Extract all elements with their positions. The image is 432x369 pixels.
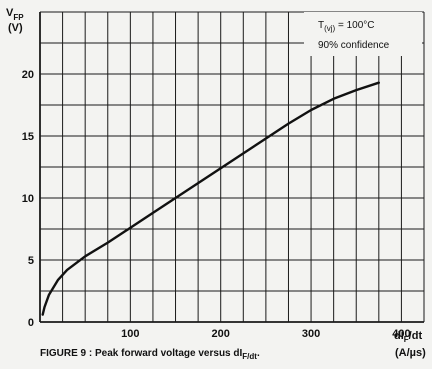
figure-caption-main: FIGURE 9 : Peak forward voltage versus d… bbox=[40, 348, 243, 359]
y-tick-label: 20 bbox=[22, 69, 34, 81]
figure-caption-tail: . bbox=[257, 348, 260, 359]
x-axis-unit: (A/µs) bbox=[395, 347, 426, 359]
figure-caption-sub: F/dt bbox=[242, 352, 257, 361]
x-tick-label: 200 bbox=[212, 328, 230, 340]
y-axis-title-main: V bbox=[6, 7, 14, 19]
y-axis-title: VFP bbox=[6, 7, 24, 22]
x-axis-title: dIF/dt bbox=[394, 330, 422, 344]
figure-caption: FIGURE 9 : Peak forward voltage versus d… bbox=[40, 348, 260, 361]
y-tick-label: 5 bbox=[28, 255, 34, 267]
data-series bbox=[41, 81, 380, 316]
y-tick-label: 10 bbox=[22, 193, 34, 205]
series-line bbox=[41, 81, 380, 316]
tick-labels: 100 200 300 400 0 5 10 15 20 bbox=[22, 69, 411, 340]
annotation-condition-sub: (vj) bbox=[324, 24, 335, 33]
y-axis-unit: (V) bbox=[8, 22, 23, 34]
x-tick-label: 400 bbox=[392, 328, 410, 340]
y-axis-title-sub: FP bbox=[13, 13, 24, 22]
x-axis-title-tail: /dt bbox=[409, 330, 423, 342]
y-tick-label: 15 bbox=[22, 131, 34, 143]
y-tick-label: 0 bbox=[28, 317, 34, 329]
x-axis-title-main: dI bbox=[394, 330, 404, 342]
grid bbox=[39, 11, 425, 323]
x-tick-label: 100 bbox=[121, 328, 139, 340]
x-tick-label: 300 bbox=[302, 328, 320, 340]
x-axis-title-sub: F bbox=[404, 335, 409, 344]
annotation-condition: T(vj) = 100°C bbox=[318, 20, 375, 33]
annotation-box bbox=[304, 12, 422, 56]
annotation-confidence: 90% confidence bbox=[318, 40, 390, 51]
annotation-condition-main: T bbox=[318, 20, 324, 31]
annotation-condition-tail: = 100°C bbox=[335, 20, 374, 31]
